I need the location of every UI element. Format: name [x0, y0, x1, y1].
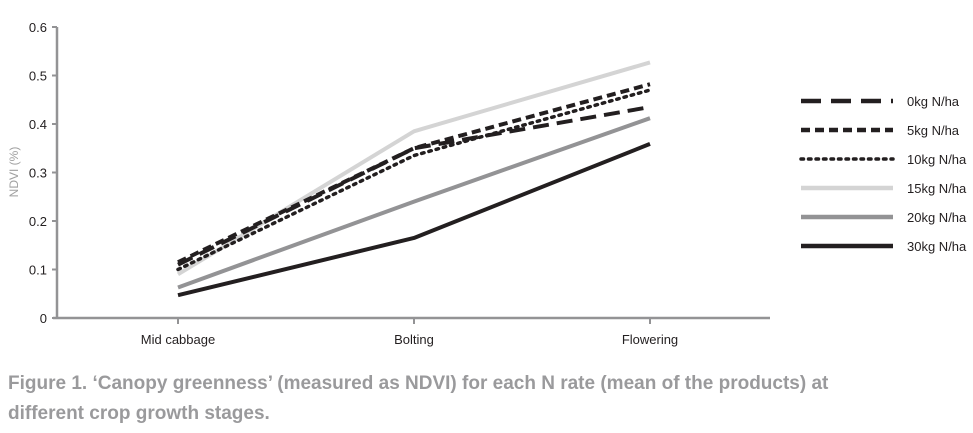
- y-tick-label: 0.6: [29, 20, 47, 35]
- y-tick-label: 0.5: [29, 69, 47, 84]
- x-tick-label: Flowering: [622, 332, 678, 347]
- y-tick-label: 0.2: [29, 214, 47, 229]
- legend-label: 10kg N/ha: [907, 152, 967, 167]
- figure-caption: Figure 1. ‘Canopy greenness’ (measured a…: [8, 373, 829, 424]
- series-line-15kg-n-ha: [176, 60, 651, 277]
- legend-label: 0kg N/ha: [907, 94, 960, 109]
- line-chart: 0 0.1 0.2 0.3 0.4 0.5 0.6 Mid cabbage Bolting Flo…: [7, 20, 967, 347]
- series-line-0kg-n-ha: [177, 105, 651, 267]
- legend-label: 15kg N/ha: [907, 181, 967, 196]
- y-tick-label: 0: [40, 311, 47, 326]
- series-line-10kg-n-ha: [176, 88, 652, 272]
- x-tick-label: Bolting: [394, 332, 434, 347]
- series-line-5kg-n-ha: [177, 82, 651, 265]
- y-tick-label: 0.3: [29, 166, 47, 181]
- series-line-20kg-n-ha: [177, 116, 651, 290]
- y-tick-label: 0.4: [29, 117, 47, 132]
- legend-label: 30kg N/ha: [907, 239, 967, 254]
- legend-label: 5kg N/ha: [907, 123, 960, 138]
- y-axis-label: NDVI (%): [7, 147, 21, 198]
- x-tick-label: Mid cabbage: [141, 332, 215, 347]
- series-line-30kg-n-ha: [177, 142, 651, 298]
- y-tick-label: 0.1: [29, 263, 47, 278]
- legend-label: 20kg N/ha: [907, 210, 967, 225]
